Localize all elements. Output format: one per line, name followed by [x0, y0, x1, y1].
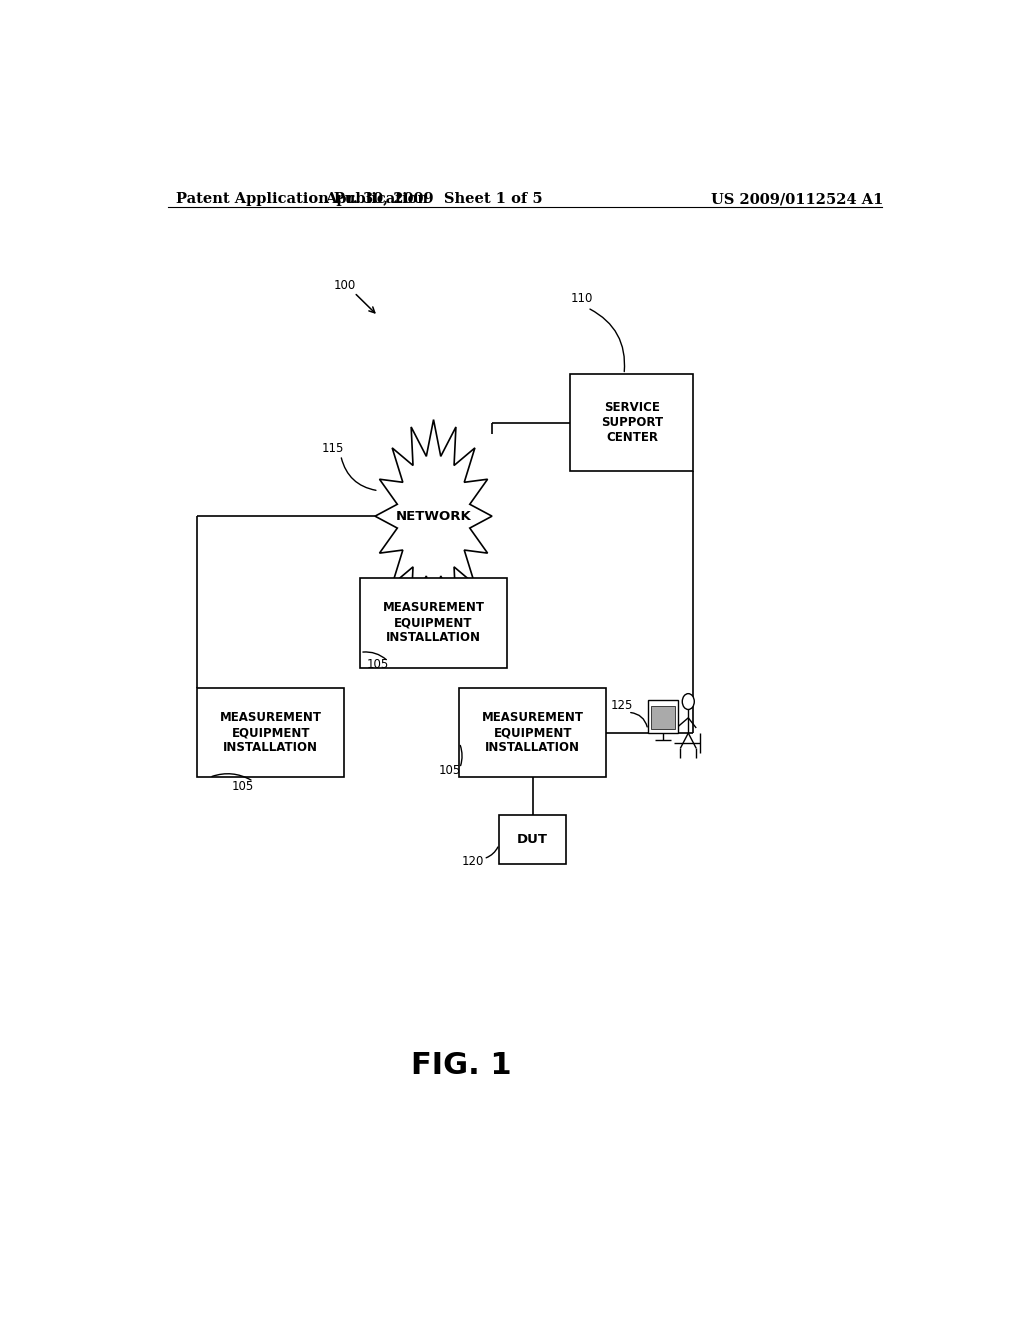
Text: FIG. 1: FIG. 1: [411, 1051, 512, 1080]
Text: DUT: DUT: [517, 833, 548, 846]
Text: 105: 105: [438, 764, 461, 776]
Text: 115: 115: [322, 442, 344, 454]
Text: MEASUREMENT
EQUIPMENT
INSTALLATION: MEASUREMENT EQUIPMENT INSTALLATION: [383, 602, 484, 644]
Text: MEASUREMENT
EQUIPMENT
INSTALLATION: MEASUREMENT EQUIPMENT INSTALLATION: [481, 711, 584, 754]
Bar: [198, 688, 344, 777]
Bar: [648, 700, 678, 733]
Bar: [460, 688, 606, 777]
Text: 100: 100: [334, 279, 355, 292]
Text: NETWORK: NETWORK: [395, 510, 471, 523]
Text: Patent Application Publication: Patent Application Publication: [176, 191, 428, 206]
Bar: [651, 706, 675, 729]
Text: 120: 120: [462, 855, 484, 869]
Text: US 2009/0112524 A1: US 2009/0112524 A1: [712, 191, 884, 206]
Text: 105: 105: [367, 659, 389, 671]
Polygon shape: [375, 420, 492, 612]
Text: SERVICE
SUPPORT
CENTER: SERVICE SUPPORT CENTER: [601, 401, 663, 444]
Text: 105: 105: [232, 780, 254, 793]
Text: 125: 125: [610, 698, 633, 711]
Bar: [570, 375, 693, 471]
Text: 110: 110: [570, 292, 593, 305]
Bar: [360, 578, 507, 668]
Text: MEASUREMENT
EQUIPMENT
INSTALLATION: MEASUREMENT EQUIPMENT INSTALLATION: [220, 711, 322, 754]
Ellipse shape: [682, 693, 694, 709]
Bar: [499, 814, 566, 863]
Text: Apr. 30, 2009  Sheet 1 of 5: Apr. 30, 2009 Sheet 1 of 5: [325, 191, 543, 206]
